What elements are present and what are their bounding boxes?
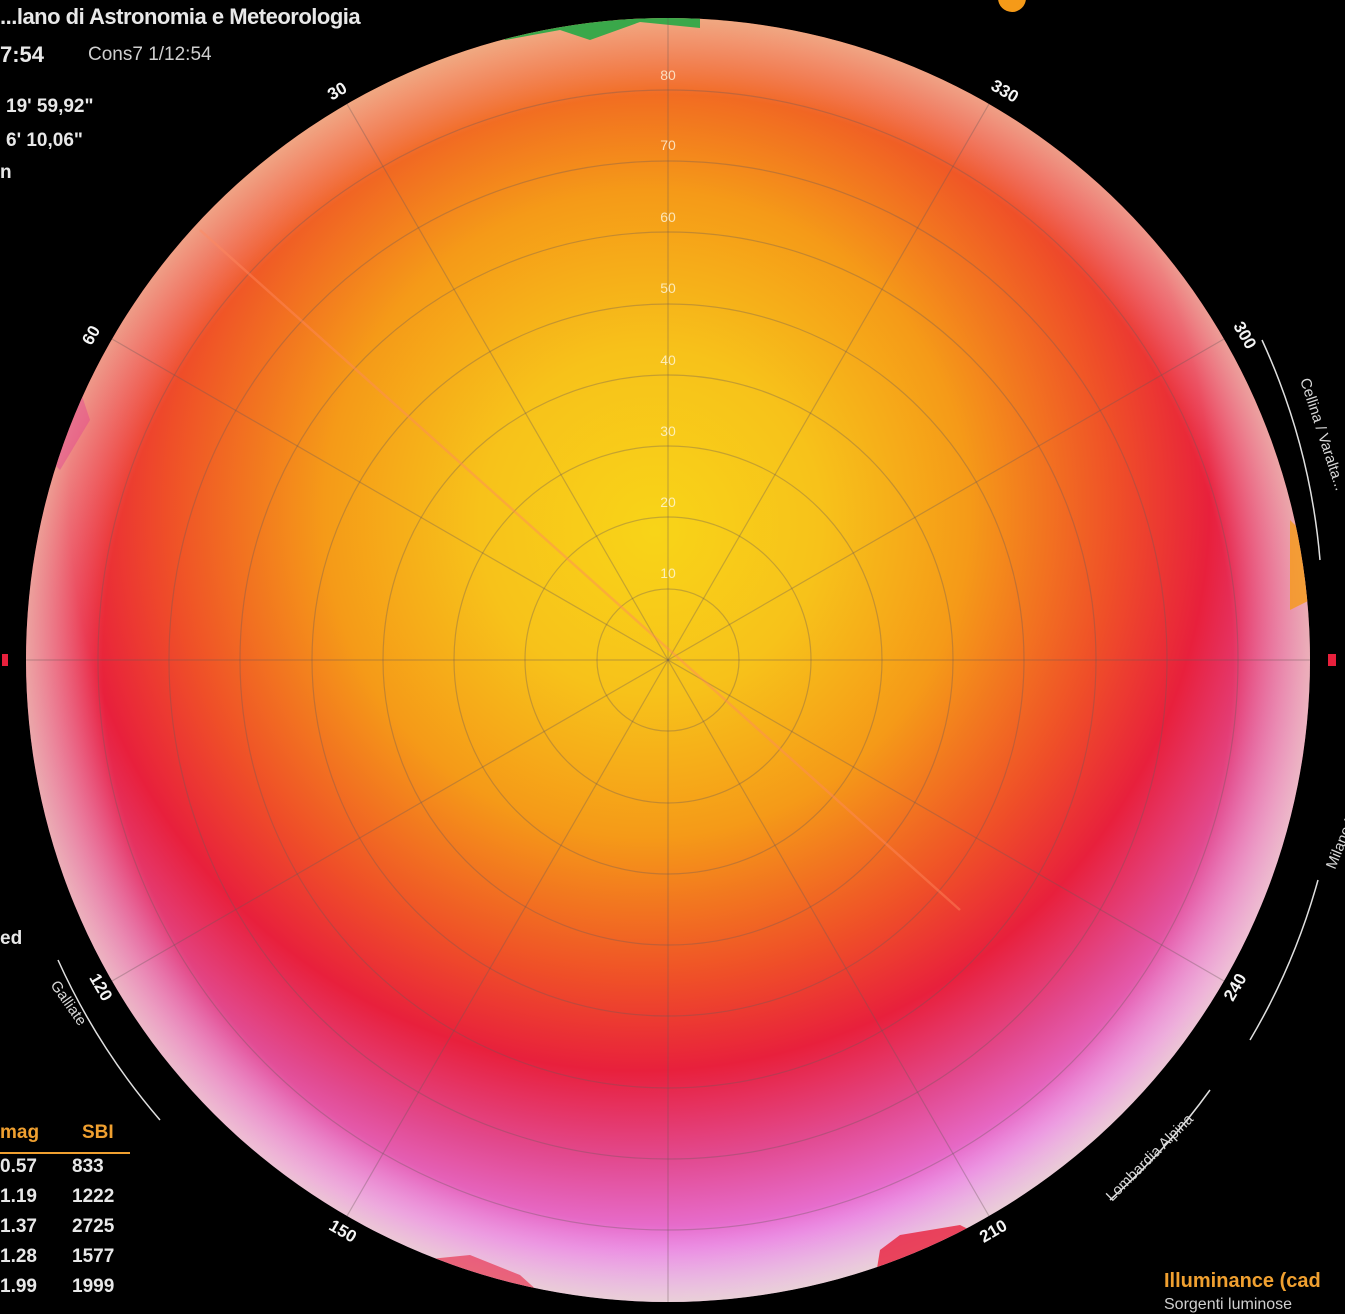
table-cell: 1577 — [72, 1246, 115, 1267]
table-cell: 1.28 — [0, 1246, 37, 1267]
azimuth-label: 30 — [324, 78, 350, 104]
rim-text: Lombardia Alpina — [1103, 1110, 1197, 1204]
table-header-mag: mag — [0, 1122, 40, 1143]
time-readout: 7:54 — [0, 42, 45, 67]
azimuth-label: 60 — [78, 322, 104, 348]
table-cell: 1.37 — [0, 1216, 37, 1237]
compass-ticks — [2, 654, 1336, 666]
legend-sun-icon — [998, 0, 1026, 12]
table-cell: 1222 — [72, 1186, 115, 1207]
table-cell: 0.57 — [0, 1156, 37, 1177]
rim-text: Galliate — [47, 978, 90, 1029]
coordinate-b: 6' 10,06" — [6, 130, 83, 151]
azimuth-label: 330 — [988, 76, 1022, 107]
table-cell: 833 — [72, 1156, 104, 1177]
table-header-sbi: SBI — [82, 1122, 114, 1143]
azimuth-label: 150 — [326, 1216, 360, 1247]
illuminance-label: Illuminance (cad — [1164, 1270, 1321, 1292]
constellation-readout: Cons7 1/12:54 — [88, 44, 212, 65]
coordinate-a: 19' 59,92" — [6, 96, 94, 117]
table-cell: 1999 — [72, 1276, 115, 1297]
rim-arcs — [57, 339, 1321, 1201]
table-cell: 2725 — [72, 1216, 115, 1237]
azimuth-label: 210 — [976, 1216, 1010, 1247]
altitude-label: 70 — [660, 137, 676, 153]
sky-rim-glow — [26, 18, 1310, 1302]
azimuth-label: 300 — [1229, 318, 1260, 352]
app-title: ...lano di Astronomia e Meteorologia — [0, 4, 361, 29]
altitude-label: 30 — [660, 423, 676, 439]
illuminance-sublabel: Sorgenti luminose — [1164, 1296, 1293, 1313]
rim-text: Cellina / Varalta... — [1296, 376, 1345, 493]
table-cell: 1.99 — [0, 1276, 37, 1297]
altitude-labels: 80 70 60 50 40 30 20 10 — [660, 67, 676, 581]
table-divider — [0, 1152, 130, 1154]
highlight-ray — [199, 229, 961, 911]
rim-text: Milano Nord — [1323, 790, 1345, 871]
altitude-label: 10 — [660, 565, 676, 581]
side-text-fragment: n — [0, 162, 12, 183]
altitude-label: 20 — [660, 494, 676, 510]
altitude-label: 40 — [660, 352, 676, 368]
altitude-label: 60 — [660, 209, 676, 225]
altitude-label: 80 — [660, 67, 676, 83]
table-cell: 1.19 — [0, 1186, 37, 1207]
grid — [26, 18, 1310, 1302]
altitude-label: 50 — [660, 280, 676, 296]
side-text-fragment: ed — [0, 928, 23, 949]
